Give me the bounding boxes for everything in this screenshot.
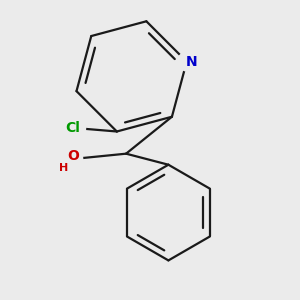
Text: Cl: Cl: [65, 121, 80, 135]
Circle shape: [59, 147, 82, 171]
Text: O: O: [67, 148, 79, 163]
Text: H: H: [59, 164, 68, 173]
Circle shape: [178, 52, 196, 71]
Text: N: N: [185, 55, 197, 69]
Circle shape: [60, 115, 86, 141]
